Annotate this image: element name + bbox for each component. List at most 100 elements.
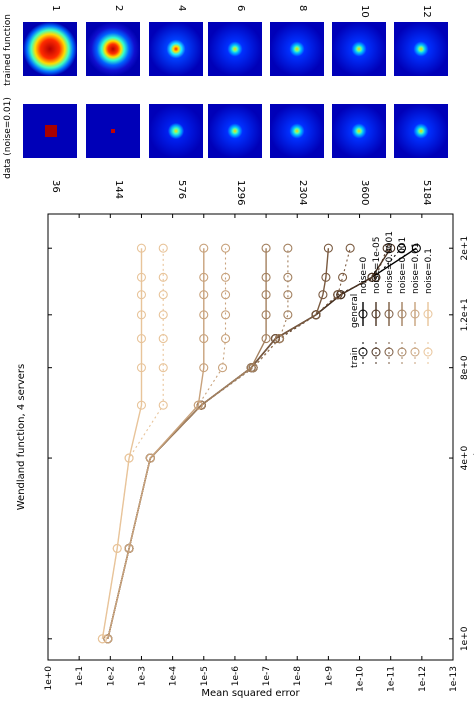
general-point	[411, 243, 421, 253]
general-point	[386, 243, 396, 253]
general-point	[261, 243, 271, 253]
series-noise-0-1	[97, 243, 168, 644]
y-tick-label: 1e-12	[418, 666, 428, 692]
mse-chart: 1e+0 1e-1 1e-2 1e-3 1e-4 1e-5 1e-6 1e-7 1e-8 1e-9…	[16, 213, 474, 699]
sample-count-576: 576	[176, 180, 187, 199]
plot-frame	[47, 213, 454, 661]
y-tick-label: 1e-10	[356, 666, 366, 692]
general-point	[124, 453, 134, 463]
train-point	[396, 243, 407, 253]
y-tick-label: 1e-1	[75, 666, 85, 686]
general-point	[136, 243, 147, 253]
train-point	[158, 363, 168, 373]
general-line	[107, 247, 417, 639]
legend-train-marker	[410, 347, 420, 357]
y-tick-label: 1e-7	[262, 666, 272, 686]
degree-label-12: 12	[421, 5, 432, 18]
train-point	[283, 310, 293, 320]
train-line	[107, 248, 351, 639]
trained-thumb-12	[394, 22, 448, 76]
sample-count-36: 36	[50, 180, 61, 193]
train-line	[107, 248, 289, 639]
general-point	[193, 400, 203, 410]
trained-thumb-8	[270, 22, 324, 76]
general-point	[246, 363, 256, 373]
train-point	[158, 243, 168, 253]
general-point	[145, 453, 155, 463]
train-line	[107, 248, 388, 639]
legend-general-marker	[358, 309, 368, 319]
general-point	[196, 400, 206, 410]
y-tick-label: 1e-4	[169, 666, 179, 687]
general-point	[97, 634, 107, 644]
data-thumb-144-spot	[111, 129, 115, 133]
general-point	[136, 334, 147, 344]
general-line	[107, 248, 205, 639]
data-thumb-2304	[270, 104, 324, 158]
general-line	[107, 248, 267, 639]
legend-train-marker	[384, 347, 394, 357]
degree-label-6: 6	[235, 5, 246, 11]
train-point	[333, 290, 343, 300]
y-tick-label: 1e-2	[106, 666, 116, 686]
data-row-label: data (noise=0.01)	[3, 97, 13, 179]
y-tick-label: 1e-13	[449, 666, 459, 692]
train-point	[283, 243, 293, 253]
general-point	[103, 634, 113, 644]
x-tick-label: 1e+0	[460, 626, 470, 651]
x-tick-label: 2e+1	[460, 236, 470, 261]
degree-label-4: 4	[176, 5, 187, 11]
degree-label-8: 8	[297, 5, 308, 11]
trained-thumb-6	[208, 22, 262, 76]
degree-label-10: 10	[359, 5, 370, 18]
legend-general-marker	[384, 309, 394, 319]
sample-count-1296: 1296	[235, 180, 246, 205]
legend-label: noise=0	[359, 257, 369, 294]
y-tick-label: 1e-9	[324, 666, 334, 687]
sample-count-144: 144	[113, 180, 124, 199]
legend-col-general: general	[350, 294, 360, 328]
general-point	[261, 310, 271, 320]
train-point	[283, 290, 293, 300]
general-point	[199, 290, 209, 300]
train-point	[338, 272, 348, 282]
trained-row-label: trained function	[3, 14, 13, 86]
data-thumb-3600	[332, 104, 386, 158]
train-point	[220, 272, 231, 282]
y-axis-label: Mean squared error	[201, 688, 300, 699]
general-point	[261, 334, 271, 344]
data-row	[23, 104, 448, 158]
train-point	[158, 334, 168, 344]
thumbnail-grid: trained function data (noise=0.01) 1 2 4…	[3, 5, 448, 205]
general-point	[323, 243, 333, 253]
train-point	[220, 290, 231, 300]
x-tick-label: 1.2e+1	[460, 298, 470, 331]
train-point	[158, 272, 168, 282]
trained-thumb-4	[149, 22, 203, 76]
x-tick-label: 8e+0	[460, 355, 470, 380]
general-point	[136, 290, 147, 300]
general-line	[101, 248, 143, 639]
general-point	[136, 363, 147, 373]
y-tick-label: 1e-3	[137, 666, 147, 686]
chart-title: Wendland function, 4 servers	[16, 364, 27, 511]
legend-label: noise=1e-05	[372, 237, 382, 294]
legend-general-marker	[397, 309, 407, 319]
trained-thumb-10	[332, 22, 386, 76]
legend-train-marker	[397, 347, 407, 357]
y-tick-label: 1e-11	[387, 666, 397, 692]
data-thumb-1296	[208, 104, 262, 158]
legend-label: noise=0.1	[424, 248, 434, 294]
general-point	[199, 272, 209, 282]
general-point	[318, 290, 328, 300]
legend-train-marker	[371, 347, 381, 357]
degree-label-1: 1	[50, 5, 61, 11]
general-point	[199, 363, 209, 373]
y-tick-label: 1e-6	[231, 666, 241, 687]
series-noise-0-01	[103, 243, 231, 644]
general-point	[136, 310, 147, 320]
trained-row	[23, 22, 448, 76]
series-noise-0	[103, 243, 421, 644]
degree-label-2: 2	[113, 5, 124, 11]
